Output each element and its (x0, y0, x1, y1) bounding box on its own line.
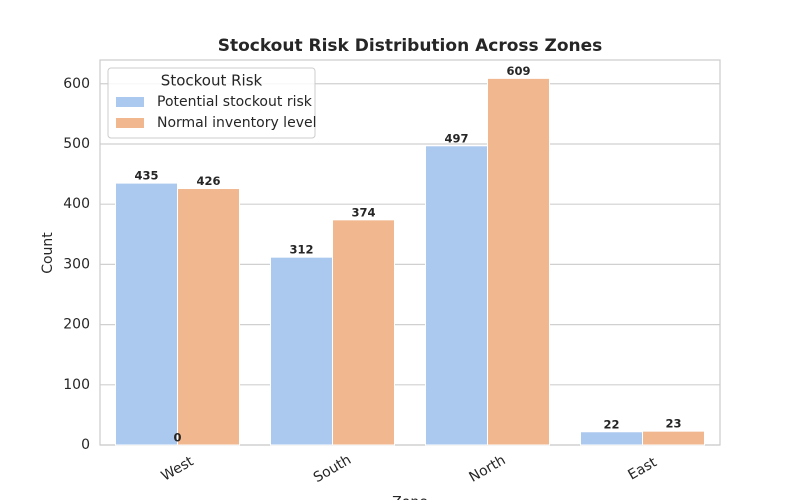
value-label: 22 (603, 417, 619, 431)
y-tick-label: 400 (63, 196, 90, 212)
bar (177, 188, 240, 446)
legend-label: Potential stockout risk (157, 94, 313, 110)
value-label: 23 (665, 417, 681, 431)
value-label: 435 (134, 169, 158, 183)
y-tick-label: 500 (63, 136, 90, 152)
bar (487, 77, 550, 446)
value-label: 497 (444, 131, 468, 145)
value-label: 374 (351, 205, 375, 219)
bar (642, 430, 705, 446)
bar (115, 182, 178, 446)
y-tick-label: 0 (81, 437, 90, 453)
legend-swatch (116, 118, 144, 128)
bar (580, 431, 643, 446)
bar (332, 219, 395, 446)
y-tick-label: 600 (63, 76, 90, 92)
y-tick-label: 100 (63, 377, 90, 393)
y-tick-label: 200 (63, 317, 90, 333)
legend-label: Normal inventory level (157, 115, 316, 131)
chart-title: Stockout Risk Distribution Across Zones (218, 36, 603, 56)
value-label: 609 (506, 64, 530, 78)
legend-box (107, 67, 316, 139)
bar (270, 256, 333, 446)
value-label: 426 (196, 174, 220, 188)
x-axis-label: Zone (392, 495, 428, 500)
annotation: 0 (173, 431, 181, 445)
value-label: 312 (289, 243, 313, 257)
y-tick-label: 300 (63, 256, 90, 272)
legend-swatch (116, 97, 144, 107)
plot-frame (99, 59, 721, 446)
y-axis-label: Count (40, 232, 56, 274)
legend-title: Stockout Risk (161, 72, 263, 90)
bar (425, 145, 488, 446)
